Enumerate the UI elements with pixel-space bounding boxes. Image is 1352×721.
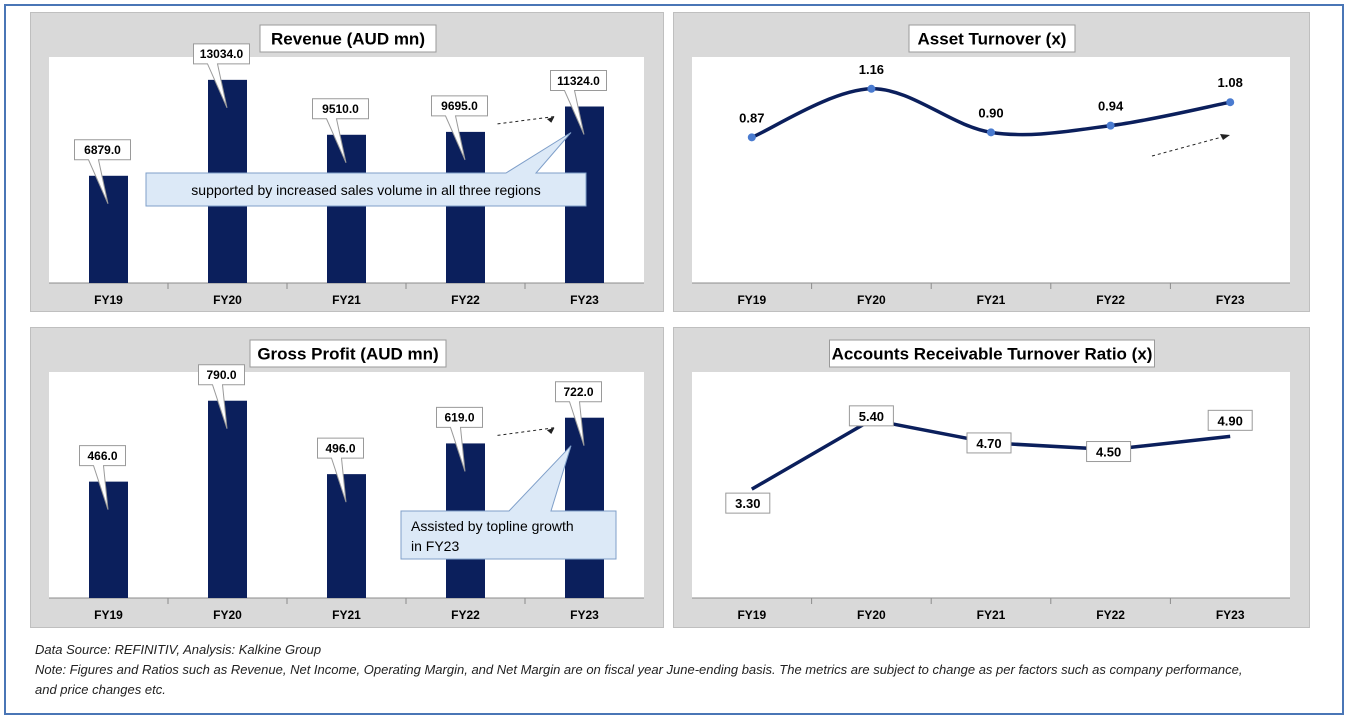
value-label-fy20: 790.0 [198, 364, 245, 429]
chart-title: Asset Turnover (x) [918, 30, 1067, 49]
annotation-text-line-1: Assisted by topline growth [411, 518, 574, 534]
methodology-note-line-2: and price changes etc. [35, 682, 166, 697]
data-label-box-fy21 [966, 432, 1012, 454]
data-label-box-fy19 [725, 492, 771, 514]
x-tick-label: FY21 [332, 293, 361, 307]
revenue-chart: Revenue (AUD mn) FY19 FY20 FY21 FY22 FY23 6879… [49, 24, 644, 307]
value-label-fy23: 722.0 [555, 381, 602, 446]
x-tick-label: FY20 [213, 293, 242, 307]
data-label: 9510.0 [322, 102, 359, 116]
data-label: 790.0 [206, 368, 236, 382]
chart-title: Accounts Receivable Turnover Ratio (x) [832, 345, 1153, 364]
asset-turnover-chart: Asset Turnover (x) FY19 FY20 FY21 FY22 FY23 0.… [692, 24, 1290, 307]
gross-profit-chart: Gross Profit (AUD mn) FY19 FY20 FY21 FY22 FY2… [49, 339, 644, 622]
value-label-fy23: 11324.0 [550, 70, 607, 135]
x-tick-label: FY20 [213, 608, 242, 622]
chart-title-box [259, 24, 437, 53]
data-label: 466.0 [87, 449, 117, 463]
gross-profit-chart-panel: Gross Profit (AUD mn) FY19 FY20 FY21 FY22 FY2… [30, 327, 664, 628]
asset-turnover-chart-panel: Asset Turnover (x) FY19 FY20 FY21 FY22 FY23 0.… [673, 12, 1310, 312]
bar-fy21 [327, 134, 366, 283]
data-label-fy20: 1.16 [859, 62, 884, 77]
x-tick-label: FY22 [1096, 293, 1125, 307]
trend-arrow-head [546, 116, 555, 123]
x-tick-label: FY21 [332, 608, 361, 622]
annotation-text-line-2: in FY23 [411, 538, 459, 554]
data-label-fy23: 1.08 [1218, 75, 1243, 90]
bar-fy23 [565, 417, 604, 598]
x-tick-label: FY23 [1216, 608, 1245, 622]
point-fy23 [1226, 98, 1235, 107]
chart-title: Gross Profit (AUD mn) [257, 345, 438, 364]
bar-fy19 [89, 481, 128, 598]
outer-frame [4, 4, 1344, 715]
value-label-fy22: 9695.0 [431, 95, 488, 161]
data-label-fy21: 0.90 [978, 105, 1003, 120]
x-tick-label: FY22 [451, 608, 480, 622]
data-label-box-fy20 [848, 405, 894, 427]
value-label-fy20: 13034.0 [193, 43, 250, 109]
data-label-fy22: 0.94 [1098, 99, 1124, 114]
methodology-note-line-1: Note: Figures and Ratios such as Revenue… [35, 662, 1243, 677]
data-label-fy23: 4.90 [1218, 413, 1243, 428]
x-tick-label: FY23 [570, 608, 599, 622]
x-tick-label: FY19 [737, 608, 766, 622]
value-label-fy21: 496.0 [317, 437, 364, 503]
x-tick-label: FY19 [94, 608, 123, 622]
x-tick-label: FY20 [857, 293, 886, 307]
value-label-fy22: 619.0 [436, 406, 483, 472]
data-source-note: Data Source: REFINITIV, Analysis: Kalkin… [35, 642, 322, 657]
bar-fy22 [446, 131, 485, 283]
data-label-fy19: 3.30 [735, 496, 760, 511]
trend-arrow-head [546, 427, 555, 434]
data-label-box-fy22 [1086, 441, 1132, 463]
ar-turnover-chart: Accounts Receivable Turnover Ratio (x) FY… [692, 339, 1290, 622]
annotation-text: supported by increased sales volume in a… [191, 182, 540, 198]
point-fy22 [1106, 121, 1115, 130]
data-label: 13034.0 [200, 47, 244, 61]
point-fy21 [987, 128, 995, 137]
x-tick-label: FY19 [737, 293, 766, 307]
data-label-fy20: 5.40 [859, 409, 884, 424]
chart-title-box [249, 339, 447, 368]
annotation-callout: Assisted by topline growth in FY23 [400, 445, 617, 560]
data-label: 496.0 [325, 441, 355, 455]
bar-fy19 [89, 175, 128, 283]
x-tick-label: FY21 [977, 293, 1006, 307]
data-label-fy19: 0.87 [739, 110, 764, 125]
plot-area [692, 372, 1290, 598]
data-label-fy21: 4.70 [976, 436, 1001, 451]
data-label-fy22: 4.50 [1096, 445, 1121, 460]
point-fy19 [747, 133, 756, 142]
trend-arrow [1151, 136, 1223, 157]
data-label: 619.0 [444, 411, 474, 425]
point-fy20 [867, 84, 876, 93]
bar-fy21 [327, 474, 366, 598]
value-label-fy21: 9510.0 [312, 98, 369, 163]
chart-title-box [908, 24, 1076, 53]
x-tick-label: FY20 [857, 608, 886, 622]
value-label-fy19: 466.0 [79, 445, 126, 510]
x-tick-label: FY22 [451, 293, 480, 307]
bar-fy20 [208, 400, 247, 598]
data-label-box-fy23 [1207, 409, 1253, 431]
x-tick-label: FY19 [94, 293, 123, 307]
data-label: 6879.0 [84, 143, 121, 157]
x-tick-label: FY23 [1216, 293, 1245, 307]
ar-turnover-chart-panel: Accounts Receivable Turnover Ratio (x) FY… [673, 327, 1310, 628]
chart-title: Revenue (AUD mn) [271, 30, 425, 49]
data-label: 11324.0 [557, 74, 600, 88]
revenue-chart-panel: Revenue (AUD mn) FY19 FY20 FY21 FY22 FY23 6879… [30, 12, 664, 312]
plot-area [692, 57, 1290, 283]
x-tick-label: FY23 [570, 293, 599, 307]
trend-arrow-head [1220, 134, 1230, 140]
annotation-callout: supported by increased sales volume in a… [145, 132, 587, 207]
chart-title-box [829, 339, 1155, 368]
data-label: 9695.0 [441, 99, 478, 113]
data-label: 722.0 [563, 385, 593, 399]
value-label-fy19: 6879.0 [74, 139, 131, 204]
x-tick-label: FY22 [1096, 608, 1125, 622]
x-tick-label: FY21 [977, 608, 1006, 622]
